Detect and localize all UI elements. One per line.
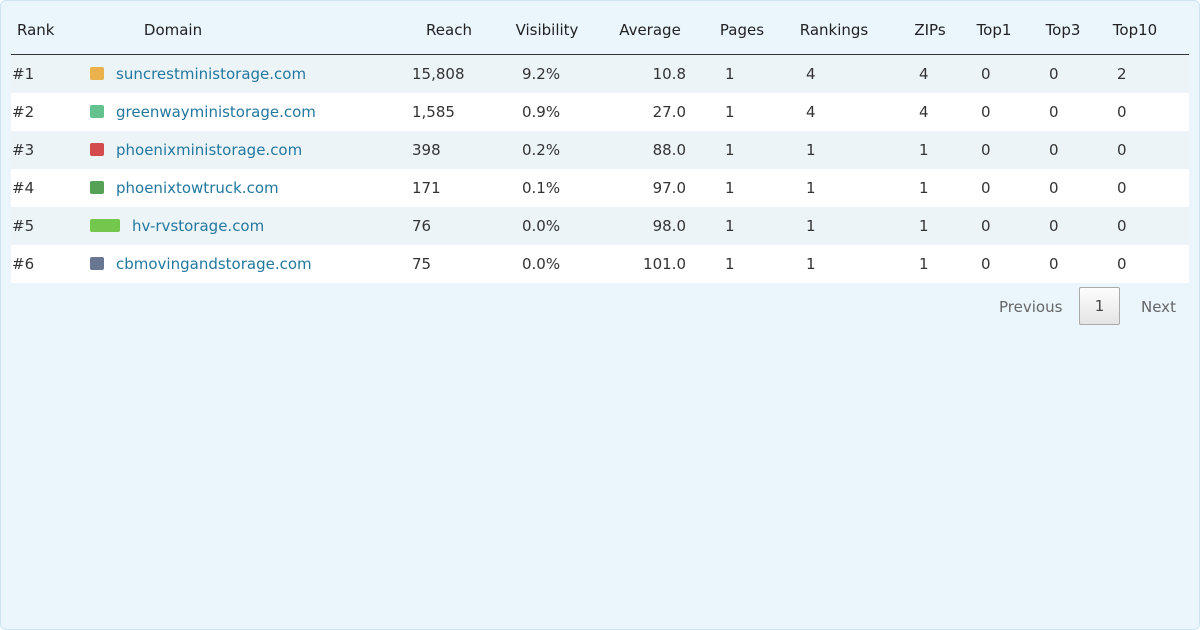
table-cell: 15,808 — [412, 65, 465, 83]
table-cell: 0 — [981, 217, 991, 235]
table-cell: 1 — [725, 103, 735, 121]
column-header[interactable]: Pages — [719, 21, 765, 39]
table-cell: 0 — [1117, 217, 1127, 235]
table-cell: 0 — [981, 103, 991, 121]
table-cell: 1 — [806, 141, 816, 159]
table-cell: 2 — [1117, 65, 1127, 83]
table-cell: #4 — [12, 179, 35, 197]
table-cell: 1 — [919, 141, 929, 159]
table-cell: #3 — [12, 141, 35, 159]
table-cell: 4 — [919, 103, 929, 121]
table-cell: 0 — [1117, 255, 1127, 273]
table-cell: 1 — [919, 179, 929, 197]
column-header[interactable]: Rankings — [799, 21, 869, 39]
domain-link[interactable]: greenwayministorage.com — [116, 103, 316, 121]
table-cell: #6 — [12, 255, 35, 273]
favicon — [90, 257, 104, 270]
table-cell: 0.0% — [522, 217, 561, 235]
column-header[interactable]: Domain — [143, 21, 203, 39]
table-cell: 1 — [725, 179, 735, 197]
table-cell: 0 — [1049, 65, 1059, 83]
table-cell: 398 — [412, 141, 441, 159]
table-cell: 1 — [919, 255, 929, 273]
table-cell: 0 — [1117, 103, 1127, 121]
table-cell: 1,585 — [412, 103, 455, 121]
column-header[interactable]: Top3 — [1045, 21, 1081, 39]
domain-link[interactable]: cbmovingandstorage.com — [116, 255, 312, 273]
table-cell: 1 — [919, 217, 929, 235]
table-cell: 1 — [725, 255, 735, 273]
table-cell: 0.1% — [522, 179, 561, 197]
table-cell: 1 — [725, 141, 735, 159]
table-cell: 0 — [1117, 141, 1127, 159]
column-header[interactable]: Visibility — [515, 21, 579, 39]
table-cell: 1 — [806, 217, 816, 235]
table-row: #6 cbmovingandstorage.com 75 0.0% 101.0 1 1 1 0 0… — [11, 245, 1189, 283]
table-cell: 0 — [1049, 255, 1059, 273]
domain-link[interactable]: hv-rvstorage.com — [132, 217, 265, 235]
column-header[interactable]: ZIPs — [914, 21, 946, 39]
table-cell: 10.8 — [652, 65, 686, 83]
table-cell: 0 — [1117, 179, 1127, 197]
table-cell: 4 — [806, 65, 816, 83]
table-cell: 27.0 — [652, 103, 686, 121]
table-cell: 0.2% — [522, 141, 561, 159]
table-cell: 9.2% — [522, 65, 561, 83]
table-cell: 75 — [412, 255, 432, 273]
header-rule — [11, 54, 1189, 55]
table-row: #4 phoenixtowtruck.com 171 0.1% 97.0 1 1 1 0 0 0 — [11, 169, 1189, 207]
domain-link[interactable]: phoenixtowtruck.com — [116, 179, 279, 197]
favicon — [90, 67, 104, 80]
table-row: #5 hv-rvstorage.com 76 0.0% 98.0 1 1 1 0 0 0 — [11, 207, 1189, 245]
table-cell: 0.0% — [522, 255, 561, 273]
table-cell: 0 — [1049, 103, 1059, 121]
table-cell: #2 — [12, 103, 35, 121]
table-cell: 101.0 — [643, 255, 686, 273]
table-cell: 4 — [806, 103, 816, 121]
table-cell: 1 — [806, 255, 816, 273]
table-cell: 0 — [981, 255, 991, 273]
favicon — [90, 219, 120, 232]
table-cell: 4 — [919, 65, 929, 83]
table-cell: 1 — [725, 217, 735, 235]
table-cell: 171 — [412, 179, 441, 197]
page-button[interactable]: 1 — [1079, 287, 1120, 325]
table-row: #2 greenwayministorage.com 1,585 0.9% 27.0 1 4… — [11, 93, 1189, 131]
table-cell: 1 — [725, 65, 735, 83]
table-cell: 1 — [806, 179, 816, 197]
table-cell: 0.9% — [522, 103, 561, 121]
favicon — [90, 105, 104, 118]
domain-link[interactable]: phoenixministorage.com — [116, 141, 303, 159]
column-header[interactable]: Top1 — [976, 21, 1012, 39]
favicon — [90, 143, 104, 156]
table-row: #3 phoenixministorage.com 398 0.2% 88.0 1 1 1 0 0… — [11, 131, 1189, 169]
table-cell: 0 — [981, 141, 991, 159]
column-header[interactable]: Top10 — [1112, 21, 1158, 39]
table-cell: 98.0 — [652, 217, 686, 235]
column-header[interactable]: Rank — [17, 21, 55, 39]
column-header[interactable]: Reach — [426, 21, 472, 39]
table-cell: #1 — [12, 65, 35, 83]
domain-link[interactable]: suncrestministorage.com — [116, 65, 307, 83]
column-header[interactable]: Average — [619, 21, 681, 39]
table-cell: 0 — [1049, 179, 1059, 197]
table-cell: 76 — [412, 217, 432, 235]
table-cell: 0 — [981, 179, 991, 197]
table-cell: 97.0 — [652, 179, 686, 197]
table-row: #1 suncrestministorage.com 15,808 9.2% 10.8 1… — [11, 55, 1189, 93]
favicon — [90, 181, 104, 194]
table-cell: #5 — [12, 217, 35, 235]
table-cell: 0 — [1049, 141, 1059, 159]
table-cell: 0 — [981, 65, 991, 83]
previous-button[interactable]: Previous — [999, 298, 1063, 316]
table-cell: 0 — [1049, 217, 1059, 235]
next-button[interactable]: Next — [1141, 298, 1176, 316]
table-cell: 88.0 — [652, 141, 686, 159]
